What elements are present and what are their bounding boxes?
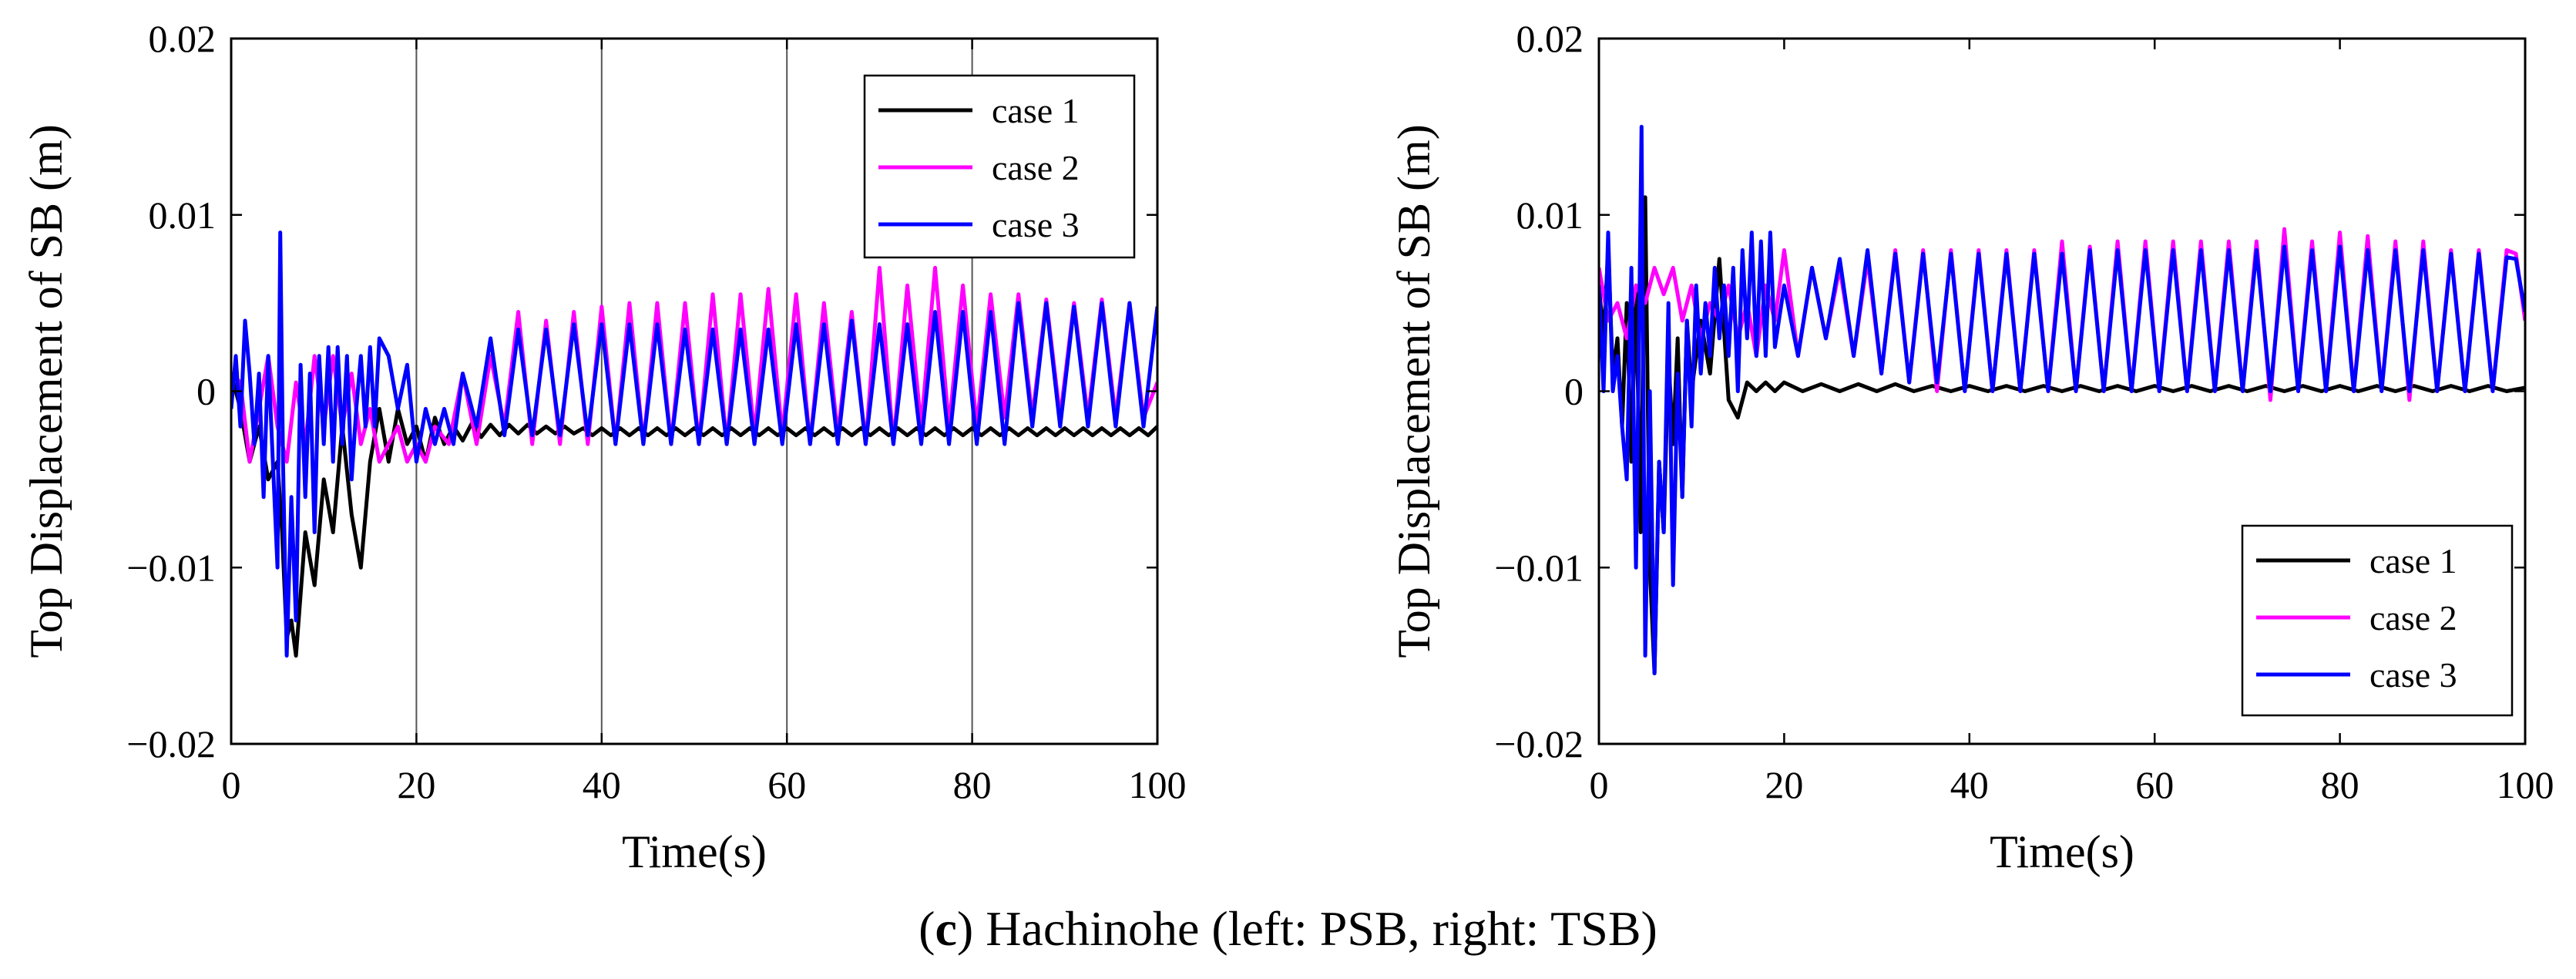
x-tick-label: 40 [583, 763, 621, 806]
caption-text: Hachinohe (left: PSB, right: TSB) [973, 901, 1657, 956]
y-tick-label: −0.01 [1494, 546, 1584, 589]
y-tick-label: 0 [1564, 370, 1584, 413]
x-tick-label: 40 [1950, 763, 1989, 806]
y-tick-label: 0.02 [149, 17, 217, 60]
series-line-case-3 [1599, 124, 2525, 675]
chart-left-psb: 0 20 40 60 80 100 −0.02 −0.01 0 0.01 0.02 Time(s) To… [21, 17, 1187, 877]
legend-label-case-1: case 1 [2369, 541, 2457, 580]
legend: case 1 case 2 case 3 [863, 74, 1136, 259]
x-tick-label: 20 [1765, 763, 1803, 806]
y-tick-label: 0.01 [149, 193, 217, 237]
x-tick-label: 100 [1129, 763, 1187, 806]
figure-caption: (c) Hachinohe (left: PSB, right: TSB) [0, 900, 2576, 957]
y-tick-label: 0 [196, 370, 216, 413]
y-tick-label: −0.02 [1494, 722, 1584, 765]
x-tick-label: 80 [2321, 763, 2359, 806]
chart-right-tsb: 0 20 40 60 80 100 −0.02 −0.01 0 0.01 0.02 Time(s) To… [1389, 17, 2554, 877]
y-axis-label: Top Displacement of SB (m) [21, 124, 72, 658]
caption-letter: c [935, 901, 957, 956]
legend-label-case-1: case 1 [992, 91, 1080, 130]
legend-label-case-3: case 3 [992, 205, 1080, 244]
legend: case 1 case 2 case 3 [2241, 524, 2514, 717]
caption-open-paren: ( [919, 901, 935, 956]
x-tick-label: 60 [2135, 763, 2174, 806]
x-axis-label: Time(s) [622, 826, 767, 877]
legend-label-case-3: case 3 [2369, 655, 2457, 695]
x-tick-label: 80 [953, 763, 992, 806]
legend-label-case-2: case 2 [992, 148, 1080, 187]
x-tick-label: 0 [1590, 763, 1609, 806]
x-tick-label: 100 [2497, 763, 2554, 806]
series-line-case-1 [231, 372, 1157, 658]
x-tick-label: 20 [397, 763, 435, 806]
y-tick-label: 0.02 [1516, 17, 1584, 60]
legend-label-case-2: case 2 [2369, 598, 2457, 638]
series-line-case-3 [231, 230, 1157, 658]
x-tick-label: 60 [767, 763, 806, 806]
y-tick-label: −0.02 [126, 722, 216, 765]
caption-close-paren: ) [956, 901, 974, 956]
y-tick-label: 0.01 [1516, 193, 1584, 237]
x-axis-label: Time(s) [1990, 826, 2134, 877]
y-tick-label: −0.01 [126, 546, 216, 589]
legend-box [2241, 524, 2514, 717]
x-tick-label: 0 [222, 763, 241, 806]
y-axis-label: Top Displacement of SB (m) [1389, 124, 1439, 658]
